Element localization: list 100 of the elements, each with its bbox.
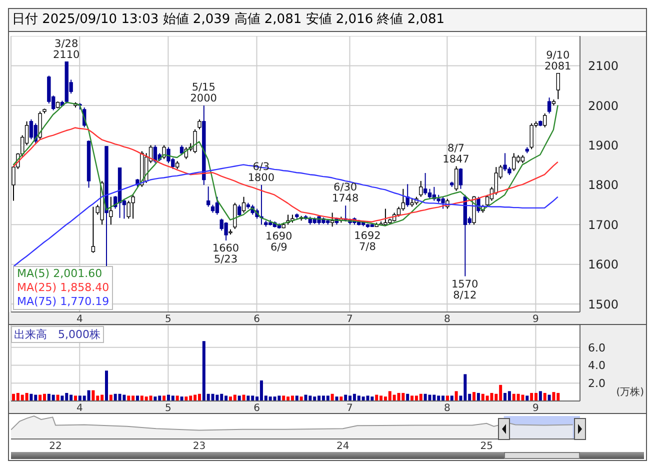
x-tick-label: 6 [254, 403, 260, 414]
bar [282, 396, 286, 401]
y-tick-label: 2.0 [588, 377, 606, 390]
x-tick-label: 6 [254, 314, 260, 326]
bar [42, 394, 46, 401]
bar [211, 394, 214, 401]
bar [543, 392, 546, 401]
bar [504, 392, 507, 401]
bar [446, 396, 449, 401]
candlestick [237, 204, 242, 218]
x-tick-label: 8 [444, 403, 450, 414]
bar [25, 392, 28, 401]
x-tick-label: 25 [480, 441, 493, 452]
bar [406, 394, 410, 401]
bar [530, 392, 534, 401]
x-tick-label: 8 [444, 314, 450, 326]
x-tick-label: 9 [532, 314, 539, 326]
text: MA(75) 1,770.19 [17, 295, 110, 309]
y-axis-title: (万株) [616, 386, 644, 399]
text: MA(5) 2,001.60 [17, 267, 104, 281]
bar [366, 396, 370, 401]
candlestick [512, 152, 516, 172]
candlestick [401, 188, 406, 212]
bar [375, 394, 378, 401]
bar [397, 392, 400, 401]
bar [176, 396, 179, 401]
annotation: 1570 8/12 [452, 278, 478, 302]
bar [278, 396, 281, 401]
line-series [12, 102, 558, 226]
bar [171, 396, 174, 401]
candlestick [215, 196, 220, 216]
bar [521, 394, 524, 401]
bar [127, 396, 130, 401]
bar [118, 394, 122, 401]
bar [410, 396, 414, 401]
candlestick [543, 112, 547, 128]
candlestick [454, 166, 458, 192]
candlestick [428, 188, 432, 200]
bar [454, 391, 458, 401]
bar [526, 396, 529, 401]
y-tick-label: 2100 [588, 59, 619, 74]
candlestick [458, 168, 463, 190]
bar [56, 394, 60, 401]
bar [295, 396, 298, 401]
annotation: 8/7 1847 [442, 142, 470, 166]
chart-title: 日付 2025/09/10 13:03 始値 2,039 高値 2,081 安値 2,016 終値 2,081 [9, 9, 646, 32]
bar [450, 396, 454, 401]
bar [552, 392, 556, 401]
candlestick [330, 212, 334, 228]
bar [419, 394, 422, 401]
bar [392, 394, 396, 401]
candlestick [556, 72, 560, 100]
bar [472, 392, 476, 401]
x-tick-label: 22 [49, 441, 62, 452]
bar [304, 394, 308, 401]
y-tick-label: 1900 [588, 138, 619, 152]
y-tick-label: 1500 [588, 297, 619, 312]
x-tick-label: 24 [336, 441, 350, 452]
x-tick-label: 4 [76, 314, 83, 326]
bar [290, 396, 294, 401]
y-tick-label: 4.0 [588, 359, 606, 372]
candlestick [547, 97, 552, 114]
candlestick [396, 206, 401, 218]
candlestick [198, 118, 202, 130]
bar [238, 396, 241, 401]
y-tick-label: 1800 [588, 178, 619, 192]
x-tick-label: 5 [165, 314, 172, 326]
bar [87, 390, 90, 401]
annotation: 9/10 2081 [544, 49, 572, 72]
bar [104, 370, 108, 401]
candlestick [242, 196, 246, 214]
bar [30, 394, 33, 401]
bar [52, 394, 55, 401]
bar [74, 396, 77, 401]
text: MA(25) 1,858.40 [17, 281, 110, 295]
annotation: 3/28 2110 [52, 38, 80, 61]
y-tick-label: 6.0 [588, 341, 606, 354]
bar [476, 392, 480, 401]
candlestick [193, 128, 197, 154]
bar [60, 396, 64, 401]
line-series [12, 127, 558, 222]
candlestick [224, 222, 228, 242]
bar [149, 396, 152, 401]
bar [490, 392, 494, 401]
x-tick-label: 4 [76, 403, 83, 414]
bar [516, 394, 520, 401]
bar [242, 394, 246, 401]
y-tick-label: 1700 [588, 218, 619, 232]
bar [92, 390, 95, 401]
x-tick-label: 23 [192, 441, 206, 452]
line-series [12, 164, 558, 268]
bar [122, 394, 126, 401]
bar [233, 394, 236, 401]
bar [326, 396, 330, 401]
candlestick [233, 202, 237, 230]
bar [424, 394, 427, 401]
y-tick-label: 1600 [588, 258, 619, 272]
bar [486, 396, 489, 401]
bar [508, 391, 511, 401]
annotation: 6/30 1748 [332, 182, 359, 205]
